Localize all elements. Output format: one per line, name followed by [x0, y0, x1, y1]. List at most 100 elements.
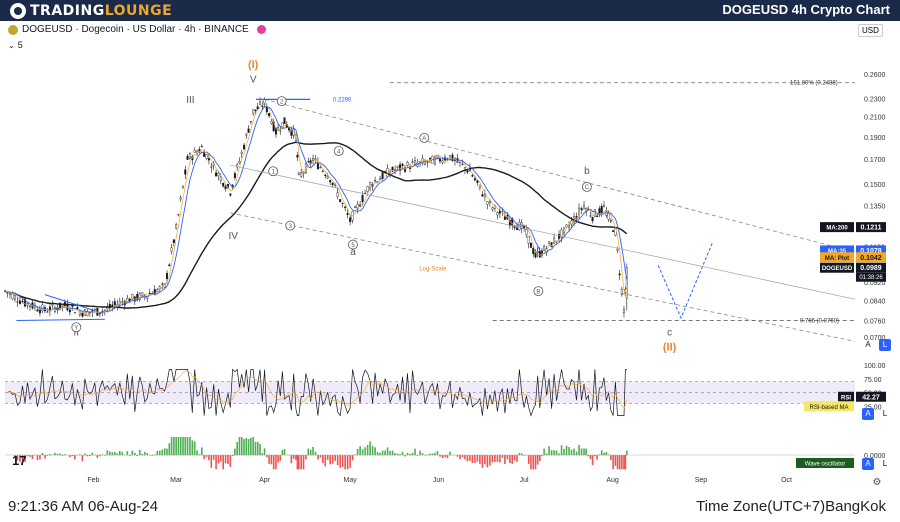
osc-bar — [231, 455, 234, 457]
osc-log-scale-button[interactable]: L — [882, 459, 888, 468]
osc-bar — [371, 446, 374, 456]
candle-body — [36, 309, 39, 312]
wave-label-3-circle — [285, 220, 296, 231]
rsi-auto-scale-button[interactable]: A — [862, 408, 874, 420]
candle-body — [121, 301, 124, 303]
price-badge-label: MA:35 — [828, 249, 847, 255]
candle-body — [168, 264, 171, 267]
osc-bar — [203, 455, 205, 460]
osc-bar — [626, 450, 628, 456]
osc-bar — [424, 455, 426, 456]
currency-select[interactable]: USD — [858, 24, 883, 37]
osc-bar — [536, 455, 539, 465]
price-badge-label-bg — [820, 252, 854, 263]
osc-bar — [416, 455, 419, 456]
osc-bar — [558, 453, 560, 456]
y-tick-label: 0.2100 — [864, 115, 886, 122]
osc-bar — [191, 440, 194, 456]
ma-plot-line — [4, 101, 628, 314]
wave-label-a: a — [350, 247, 356, 258]
osc-bar — [623, 455, 625, 470]
osc-bar — [319, 455, 322, 458]
osc-bar — [329, 455, 331, 465]
candle-body — [13, 295, 16, 300]
osc-bar — [324, 455, 327, 467]
osc-bar — [283, 448, 286, 456]
osc-bar — [484, 455, 486, 465]
osc-bar — [312, 446, 314, 456]
candle-body — [473, 178, 476, 181]
osc-bar — [256, 441, 259, 456]
wave-label-c: c — [667, 328, 672, 339]
osc-bar — [229, 455, 232, 467]
osc-bar — [384, 450, 386, 456]
candle-body — [61, 304, 64, 307]
osc-bar — [131, 450, 134, 456]
osc-bar — [168, 443, 171, 456]
osc-bar — [389, 451, 391, 456]
osc-bar — [222, 455, 225, 470]
candle-body — [290, 129, 293, 136]
osc-bar — [270, 455, 273, 465]
chevron-down-icon[interactable]: ⌄ — [8, 40, 15, 50]
wave-label-2-circle — [276, 96, 287, 107]
indicator-toggle[interactable]: ⌄ 5 — [8, 40, 23, 50]
osc-bar — [516, 455, 518, 462]
osc-y-tick: 0.0000 — [864, 453, 886, 460]
symbol-legend[interactable]: DOGEUSD · Dogecoin · US Dollar · 4h · BI… — [8, 24, 266, 35]
osc-bar — [89, 455, 91, 457]
auto-scale-button[interactable]: A — [865, 340, 871, 349]
osc-bar — [16, 455, 19, 461]
osc-bar — [300, 455, 302, 470]
flag-icon[interactable] — [256, 25, 266, 34]
osc-bar — [431, 453, 434, 456]
osc-bar — [151, 455, 154, 456]
osc-bar — [302, 455, 305, 470]
candle-body — [527, 235, 530, 244]
header-bar: TRADINGLOUNGE DOGEUSD 4h Crypto Chart — [0, 0, 900, 21]
osc-bar — [449, 451, 451, 456]
tradingview-logo-icon: 17 — [12, 453, 26, 468]
candle-body — [161, 283, 164, 285]
osc-bar — [506, 455, 509, 460]
osc-bar — [193, 441, 196, 456]
candle-body — [622, 309, 625, 313]
osc-bar — [305, 455, 307, 460]
candle-body — [186, 156, 189, 160]
price-chart[interactable]: 0.2600 0.2300 0.2100 0.1900 0.1700 0.1500 0.13… — [0, 0, 900, 494]
candle-body — [240, 151, 243, 155]
candle-body — [488, 201, 491, 203]
osc-bar — [501, 455, 504, 458]
osc-bar — [550, 450, 553, 456]
x-tick-label: Oct — [781, 477, 792, 484]
rsi-log-scale-button[interactable]: L — [882, 409, 888, 418]
osc-auto-scale-button[interactable]: A — [862, 458, 874, 470]
candle-body — [205, 154, 208, 159]
candle-body — [414, 160, 417, 165]
osc-bar — [594, 455, 596, 457]
candle-body — [113, 301, 116, 306]
osc-bar — [496, 455, 499, 462]
osc-bar — [322, 455, 324, 464]
wave-label-2: 2 — [280, 99, 284, 105]
candle-body — [391, 166, 394, 172]
osc-bar — [444, 455, 446, 458]
osc-bar — [266, 455, 268, 458]
osc-bar — [456, 455, 459, 457]
log-scale-button[interactable]: L — [879, 339, 891, 351]
candle-body — [53, 307, 56, 312]
candle-body — [249, 121, 252, 123]
osc-bar — [555, 450, 558, 456]
chart-settings-icon[interactable]: ⚙ — [872, 477, 882, 488]
osc-bar — [429, 453, 431, 456]
wave-label-A-circle — [419, 132, 430, 143]
candle-body — [166, 273, 169, 279]
osc-bar — [99, 455, 101, 457]
osc-bar — [36, 455, 39, 461]
candle-body — [319, 167, 322, 169]
candle-body — [618, 273, 621, 276]
osc-bar — [210, 455, 213, 468]
osc-bar — [379, 452, 381, 456]
candle-body — [461, 163, 464, 165]
osc-bar — [474, 455, 476, 464]
